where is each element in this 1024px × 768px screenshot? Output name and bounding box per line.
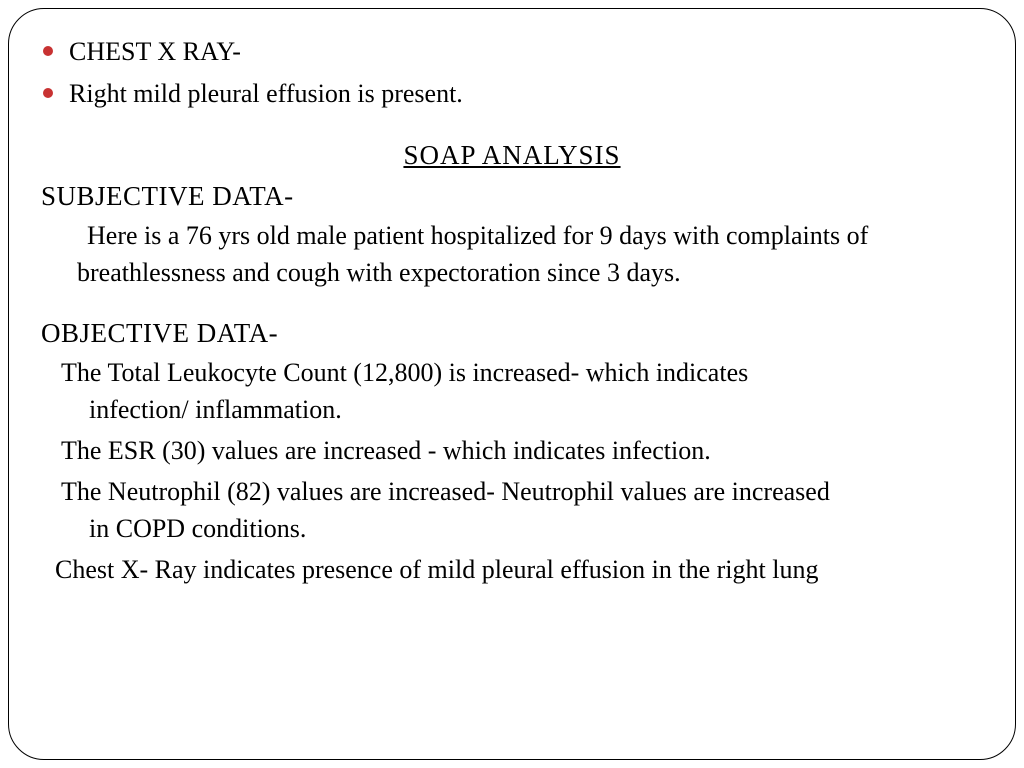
- objective-text: The Neutrophil (82) values are increased…: [61, 477, 830, 506]
- objective-line: The Neutrophil (82) values are increased…: [41, 474, 983, 548]
- bullet-item: Right mild pleural effusion is present.: [41, 75, 983, 113]
- objective-line: The Total Leukocyte Count (12,800) is in…: [41, 355, 983, 429]
- objective-line: The ESR (30) values are increased - whic…: [41, 433, 983, 470]
- bullet-list: CHEST X RAY- Right mild pleural effusion…: [41, 33, 983, 112]
- objective-text: The Total Leukocyte Count (12,800) is in…: [61, 358, 748, 387]
- objective-cont: infection/ inflammation.: [61, 392, 983, 429]
- subjective-heading: SUBJECTIVE DATA-: [41, 181, 983, 212]
- objective-line: Chest X- Ray indicates presence of mild …: [41, 552, 983, 589]
- slide-frame: CHEST X RAY- Right mild pleural effusion…: [8, 8, 1016, 760]
- bullet-item: CHEST X RAY-: [41, 33, 983, 71]
- soap-title: SOAP ANALYSIS: [41, 140, 983, 171]
- objective-text: Chest X- Ray indicates presence of mild …: [55, 555, 818, 584]
- objective-heading: OBJECTIVE DATA-: [41, 318, 983, 349]
- objective-text: The ESR (30) values are increased - whic…: [61, 436, 711, 465]
- objective-cont: in COPD conditions.: [61, 511, 983, 548]
- subjective-text: Here is a 76 yrs old male patient hospit…: [41, 218, 983, 292]
